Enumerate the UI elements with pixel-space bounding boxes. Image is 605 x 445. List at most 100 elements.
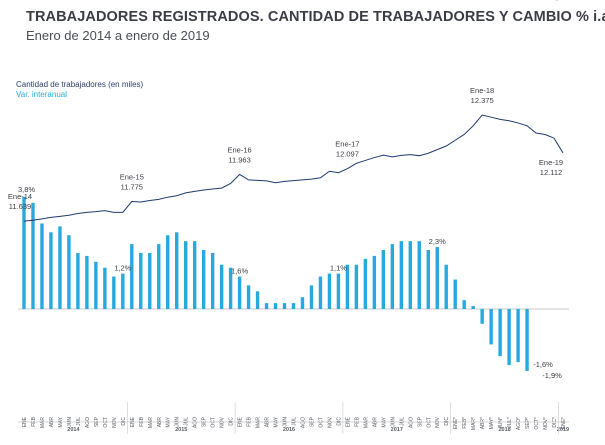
- bar-11: [121, 273, 125, 309]
- month-tick-52: MAY*: [489, 417, 495, 429]
- month-tick-49: FEB*: [462, 417, 468, 429]
- month-tick-30: JUL: [292, 417, 298, 426]
- bar-12: [130, 244, 134, 309]
- bar-33: [318, 276, 323, 309]
- legend-yoy-change: Var. interanual: [16, 90, 67, 99]
- year-label-2016: 2016: [283, 427, 295, 433]
- line-label-value-0: 11.639: [9, 202, 31, 211]
- bar-36: [345, 264, 350, 309]
- bar-41: [390, 244, 395, 309]
- bar-label-46: 2,3%: [429, 237, 446, 246]
- month-tick-57: OCT*: [534, 417, 540, 430]
- bar-20: [201, 250, 206, 309]
- bar-label-11: 1,2%: [114, 264, 131, 273]
- month-tick-55: AGO*: [516, 417, 522, 430]
- bar-56: [525, 309, 529, 371]
- month-tick-18: JUL: [184, 417, 190, 426]
- month-tick-48: ENE*: [453, 417, 459, 429]
- line-label-value-60: 12.112: [540, 168, 562, 177]
- bar-label-59: -1,9%: [542, 371, 562, 380]
- month-tick-50: MAR*: [471, 417, 477, 430]
- bar-31: [300, 297, 305, 309]
- legend-workers: Cantidad de trabajadores (en miles): [16, 80, 144, 89]
- bar-38: [363, 258, 368, 309]
- line-label-value-51: 12.375: [471, 96, 494, 105]
- bar-49: [462, 300, 466, 309]
- month-tick-43: AGO: [408, 417, 414, 428]
- bar-2: [40, 223, 44, 309]
- line-label-date-60: Ene-19: [539, 158, 563, 167]
- bar-52: [489, 309, 493, 345]
- chart-subtitle: Enero de 2014 a enero de 2019: [26, 28, 210, 43]
- month-tick-6: JUL: [76, 417, 82, 426]
- bar-44: [417, 241, 421, 309]
- bar-label-58: -1,6%: [533, 360, 553, 369]
- bar-37: [354, 264, 359, 309]
- year-label-2018: 2018: [498, 427, 510, 433]
- bar-46: [435, 247, 439, 309]
- month-tick-51: ABR*: [480, 417, 486, 429]
- bar-25: [246, 285, 251, 309]
- bar-17: [175, 232, 179, 309]
- year-label-2015: 2015: [175, 427, 187, 433]
- line-label-date-24: Ene-16: [228, 145, 252, 154]
- bar-22: [219, 264, 224, 309]
- month-tick-53: JUN*: [498, 417, 504, 429]
- month-tick-60: ENE*: [561, 417, 567, 429]
- bar-50: [471, 306, 475, 309]
- bar-24: [237, 276, 242, 309]
- month-tick-35: DIC: [336, 417, 342, 426]
- month-tick-23: DIC: [229, 417, 235, 426]
- bar-32: [309, 285, 314, 309]
- bar-28: [273, 303, 278, 309]
- month-tick-31: AGO: [300, 417, 306, 428]
- month-tick-37: FEB: [354, 416, 360, 426]
- bar-29: [282, 303, 287, 309]
- month-tick-7: AGO: [85, 417, 91, 428]
- bar-55: [516, 309, 520, 363]
- bar-14: [148, 252, 152, 309]
- bar-label-60: -2,1%: [549, 0, 569, 2]
- bar-54: [507, 309, 511, 366]
- bar-47: [444, 264, 448, 309]
- month-tick-58: NOV*: [543, 417, 549, 430]
- month-tick-13: FEB: [139, 416, 145, 426]
- year-label-2019: 2019: [557, 427, 569, 433]
- bar-35: [336, 273, 341, 309]
- bar-51: [480, 309, 484, 324]
- bar-10: [112, 276, 116, 309]
- year-label-2017: 2017: [391, 427, 403, 433]
- bar-26: [255, 291, 260, 309]
- bar-39: [372, 255, 377, 309]
- month-tick-19: AGO: [193, 417, 199, 428]
- chart-title: TRABAJADORES REGISTRADOS. CANTIDAD DE TR…: [26, 9, 605, 25]
- month-tick-47: DIC: [444, 417, 450, 426]
- bar-9: [103, 267, 107, 309]
- line-label-value-24: 11.963: [228, 155, 250, 164]
- bar-label-35: 1,1%: [330, 264, 347, 273]
- bar-label-24: 1,6%: [231, 267, 248, 276]
- bar-19: [192, 241, 197, 309]
- bar-21: [210, 252, 215, 309]
- bar-18: [184, 241, 188, 309]
- bar-53: [498, 309, 502, 357]
- bar-30: [291, 303, 296, 309]
- month-tick-56: SEP*: [525, 417, 531, 429]
- line-label-date-12: Ene-15: [120, 173, 144, 182]
- bar-27: [264, 303, 269, 309]
- line-label-value-12: 11.775: [121, 183, 143, 192]
- bar-13: [139, 252, 143, 309]
- bar-label-0: 3,8%: [18, 185, 35, 194]
- bar-43: [408, 241, 412, 309]
- bar-23: [228, 267, 233, 309]
- bar-4: [58, 226, 62, 309]
- month-tick-11: DIC: [121, 417, 127, 426]
- line-label-date-0: Ene-14: [8, 192, 32, 201]
- bar-6: [76, 252, 80, 309]
- bar-5: [67, 235, 71, 309]
- bar-16: [166, 235, 170, 309]
- month-tick-42: JUL: [399, 417, 405, 426]
- bar-45: [426, 250, 430, 309]
- bar-48: [453, 279, 457, 309]
